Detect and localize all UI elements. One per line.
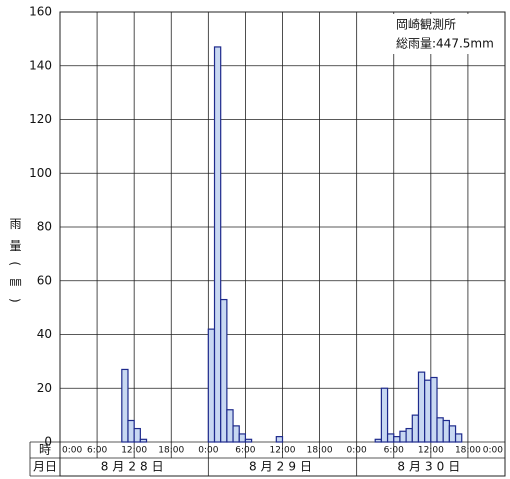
bar [399, 430, 407, 443]
row-label: 月日 [33, 460, 57, 474]
bar [424, 379, 432, 443]
y-tick-label: 120 [29, 112, 52, 126]
bar [213, 46, 222, 443]
x-tick-label: 0:00 [347, 446, 367, 456]
x-tick-label: 0:00 [483, 446, 503, 456]
bar [238, 433, 247, 443]
y-tick-label: 160 [29, 5, 52, 19]
y-tick-label: 100 [29, 166, 52, 180]
bar [207, 328, 216, 443]
x-tick-label: 0:00 [62, 446, 82, 456]
x-tick-label: 6:00 [384, 446, 404, 456]
x-tick-label: 12:00 [270, 446, 296, 456]
x-tick-label: 12:00 [418, 446, 444, 456]
x-tick-label: 18:00 [455, 446, 481, 456]
bar [121, 368, 129, 443]
day-label: 8月29日 [249, 460, 316, 474]
plot-frame [59, 11, 506, 477]
bar [411, 414, 420, 443]
bar [139, 438, 148, 443]
day-label: 8月30日 [397, 460, 464, 474]
bar [374, 438, 382, 443]
y-axis-label: 雨量(㎜) [8, 217, 22, 312]
bar [386, 433, 395, 443]
bar [226, 409, 234, 443]
row-label: 時 [39, 443, 51, 457]
bar [417, 371, 426, 443]
x-tick-label: 6:00 [235, 446, 255, 456]
annotation-box [392, 14, 502, 54]
y-tick-label: 40 [37, 327, 52, 341]
bar [275, 436, 284, 443]
bar [454, 433, 463, 443]
x-tick-label: 18:00 [158, 446, 184, 456]
x-tick-label: 18:00 [307, 446, 333, 456]
bar [393, 436, 401, 443]
y-tick-label: 140 [29, 58, 52, 72]
bar [380, 387, 389, 443]
y-tick-label: 80 [37, 220, 52, 234]
bar [244, 438, 253, 443]
bar [448, 425, 457, 443]
bar [133, 427, 141, 443]
x-tick-label: 12:00 [121, 446, 147, 456]
annotation: 岡崎観測所 [396, 18, 456, 32]
bar [430, 376, 438, 443]
x-tick-label: 0:00 [198, 446, 218, 456]
bar [436, 417, 444, 443]
x-tick-label: 6:00 [87, 446, 107, 456]
y-tick-label: 20 [37, 381, 52, 395]
bar [442, 419, 450, 443]
bar [405, 427, 413, 443]
bar [232, 425, 240, 443]
bar [127, 419, 135, 443]
y-tick-label: 0 [44, 435, 52, 449]
y-tick-label: 60 [37, 273, 52, 287]
annotation: 総雨量:447.5mm [396, 37, 494, 51]
bar [220, 298, 228, 443]
day-label: 8月28日 [101, 460, 168, 474]
